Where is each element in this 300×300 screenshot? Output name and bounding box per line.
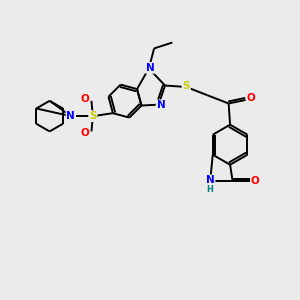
Text: O: O bbox=[247, 94, 255, 103]
Text: S: S bbox=[89, 111, 97, 121]
Text: N: N bbox=[146, 63, 155, 73]
Text: O: O bbox=[81, 94, 89, 104]
Text: N: N bbox=[66, 111, 75, 121]
Text: O: O bbox=[81, 128, 89, 138]
Text: N: N bbox=[157, 100, 165, 110]
Text: O: O bbox=[251, 176, 260, 186]
Text: S: S bbox=[182, 81, 190, 92]
Text: N: N bbox=[206, 175, 214, 185]
Text: H: H bbox=[206, 185, 213, 194]
